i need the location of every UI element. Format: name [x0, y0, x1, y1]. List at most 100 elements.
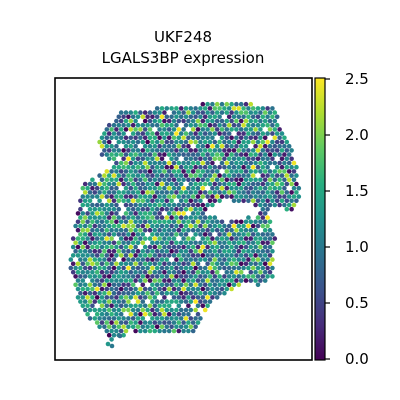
expression-spot — [119, 287, 124, 292]
expression-spot — [81, 287, 86, 292]
expression-spot — [203, 224, 208, 229]
expression-spot — [124, 287, 129, 292]
expression-spot — [138, 194, 143, 199]
expression-spot — [181, 169, 186, 174]
expression-spot — [244, 136, 249, 141]
expression-spot — [186, 178, 191, 183]
expression-spot — [88, 232, 93, 237]
expression-spot — [112, 308, 117, 313]
expression-spot — [129, 186, 134, 191]
expression-spot — [107, 224, 112, 229]
expression-spot — [241, 148, 246, 153]
expression-spot — [157, 194, 162, 199]
expression-spot — [222, 257, 227, 262]
expression-spot — [133, 262, 138, 267]
expression-spot — [186, 320, 191, 325]
expression-spot — [155, 140, 160, 145]
expression-spot — [239, 136, 244, 141]
expression-spot — [76, 228, 81, 233]
expression-spot — [244, 161, 249, 166]
expression-spot — [148, 136, 153, 141]
expression-spot — [102, 148, 107, 153]
expression-spot — [177, 329, 182, 334]
expression-spot — [220, 278, 225, 283]
expression-spot — [270, 157, 275, 162]
expression-spot — [220, 102, 225, 107]
expression-spot — [289, 207, 294, 212]
expression-spot — [93, 257, 98, 262]
expression-spot — [157, 320, 162, 325]
expression-spot — [153, 262, 158, 267]
expression-spot — [205, 127, 210, 132]
expression-spot — [280, 140, 285, 145]
expression-spot — [119, 312, 124, 317]
expression-spot — [129, 245, 134, 250]
expression-spot — [275, 140, 280, 145]
expression-spot — [213, 257, 218, 262]
expression-spot — [268, 262, 273, 267]
expression-spot — [100, 152, 105, 157]
expression-spot — [196, 295, 201, 300]
expression-spot — [78, 199, 83, 204]
expression-spot — [126, 249, 131, 254]
expression-spot — [107, 257, 112, 262]
expression-spot — [131, 249, 136, 254]
expression-spot — [237, 232, 242, 237]
expression-spot — [153, 287, 158, 292]
expression-spot — [167, 194, 172, 199]
expression-spot — [215, 278, 220, 283]
expression-spot — [95, 253, 100, 258]
expression-spot — [205, 102, 210, 107]
expression-spot — [107, 325, 112, 330]
expression-spot — [105, 152, 110, 157]
expression-spot — [287, 144, 292, 149]
expression-spot — [119, 270, 124, 275]
expression-spot — [179, 106, 184, 111]
expression-spot — [129, 178, 134, 183]
colorbar — [315, 78, 325, 360]
expression-spot — [114, 211, 119, 216]
expression-spot — [88, 283, 93, 288]
expression-spot — [203, 299, 208, 304]
expression-spot — [97, 308, 102, 313]
expression-spot — [210, 295, 215, 300]
expression-spot — [191, 169, 196, 174]
expression-spot — [133, 178, 138, 183]
expression-spot — [229, 136, 234, 141]
expression-spot — [153, 152, 158, 157]
expression-spot — [117, 232, 122, 237]
expression-spot — [112, 266, 117, 271]
chart-title-line-2: LGALS3BP expression — [102, 49, 265, 67]
expression-spot — [121, 199, 126, 204]
expression-spot — [141, 232, 146, 237]
expression-spot — [143, 228, 148, 233]
expression-spot — [251, 115, 256, 120]
expression-spot — [210, 178, 215, 183]
expression-spot — [277, 169, 282, 174]
expression-spot — [174, 207, 179, 212]
expression-spot — [198, 140, 203, 145]
expression-spot — [76, 236, 81, 241]
expression-spot — [126, 215, 131, 220]
expression-spot — [210, 186, 215, 191]
expression-spot — [244, 186, 249, 191]
expression-spot — [186, 245, 191, 250]
expression-spot — [97, 241, 102, 246]
expression-spot — [234, 110, 239, 115]
expression-spot — [220, 127, 225, 132]
expression-spot — [268, 127, 273, 132]
expression-spot — [229, 102, 234, 107]
expression-spot — [261, 274, 266, 279]
expression-spot — [76, 287, 81, 292]
expression-spot — [114, 304, 119, 309]
expression-spot — [157, 253, 162, 258]
expression-spot — [107, 266, 112, 271]
expression-spot — [205, 119, 210, 124]
expression-spot — [155, 224, 160, 229]
expression-spot — [253, 161, 258, 166]
expression-spot — [143, 287, 148, 292]
expression-spot — [169, 115, 174, 120]
expression-spot — [193, 291, 198, 296]
expression-spot — [93, 283, 98, 288]
expression-spot — [129, 211, 134, 216]
